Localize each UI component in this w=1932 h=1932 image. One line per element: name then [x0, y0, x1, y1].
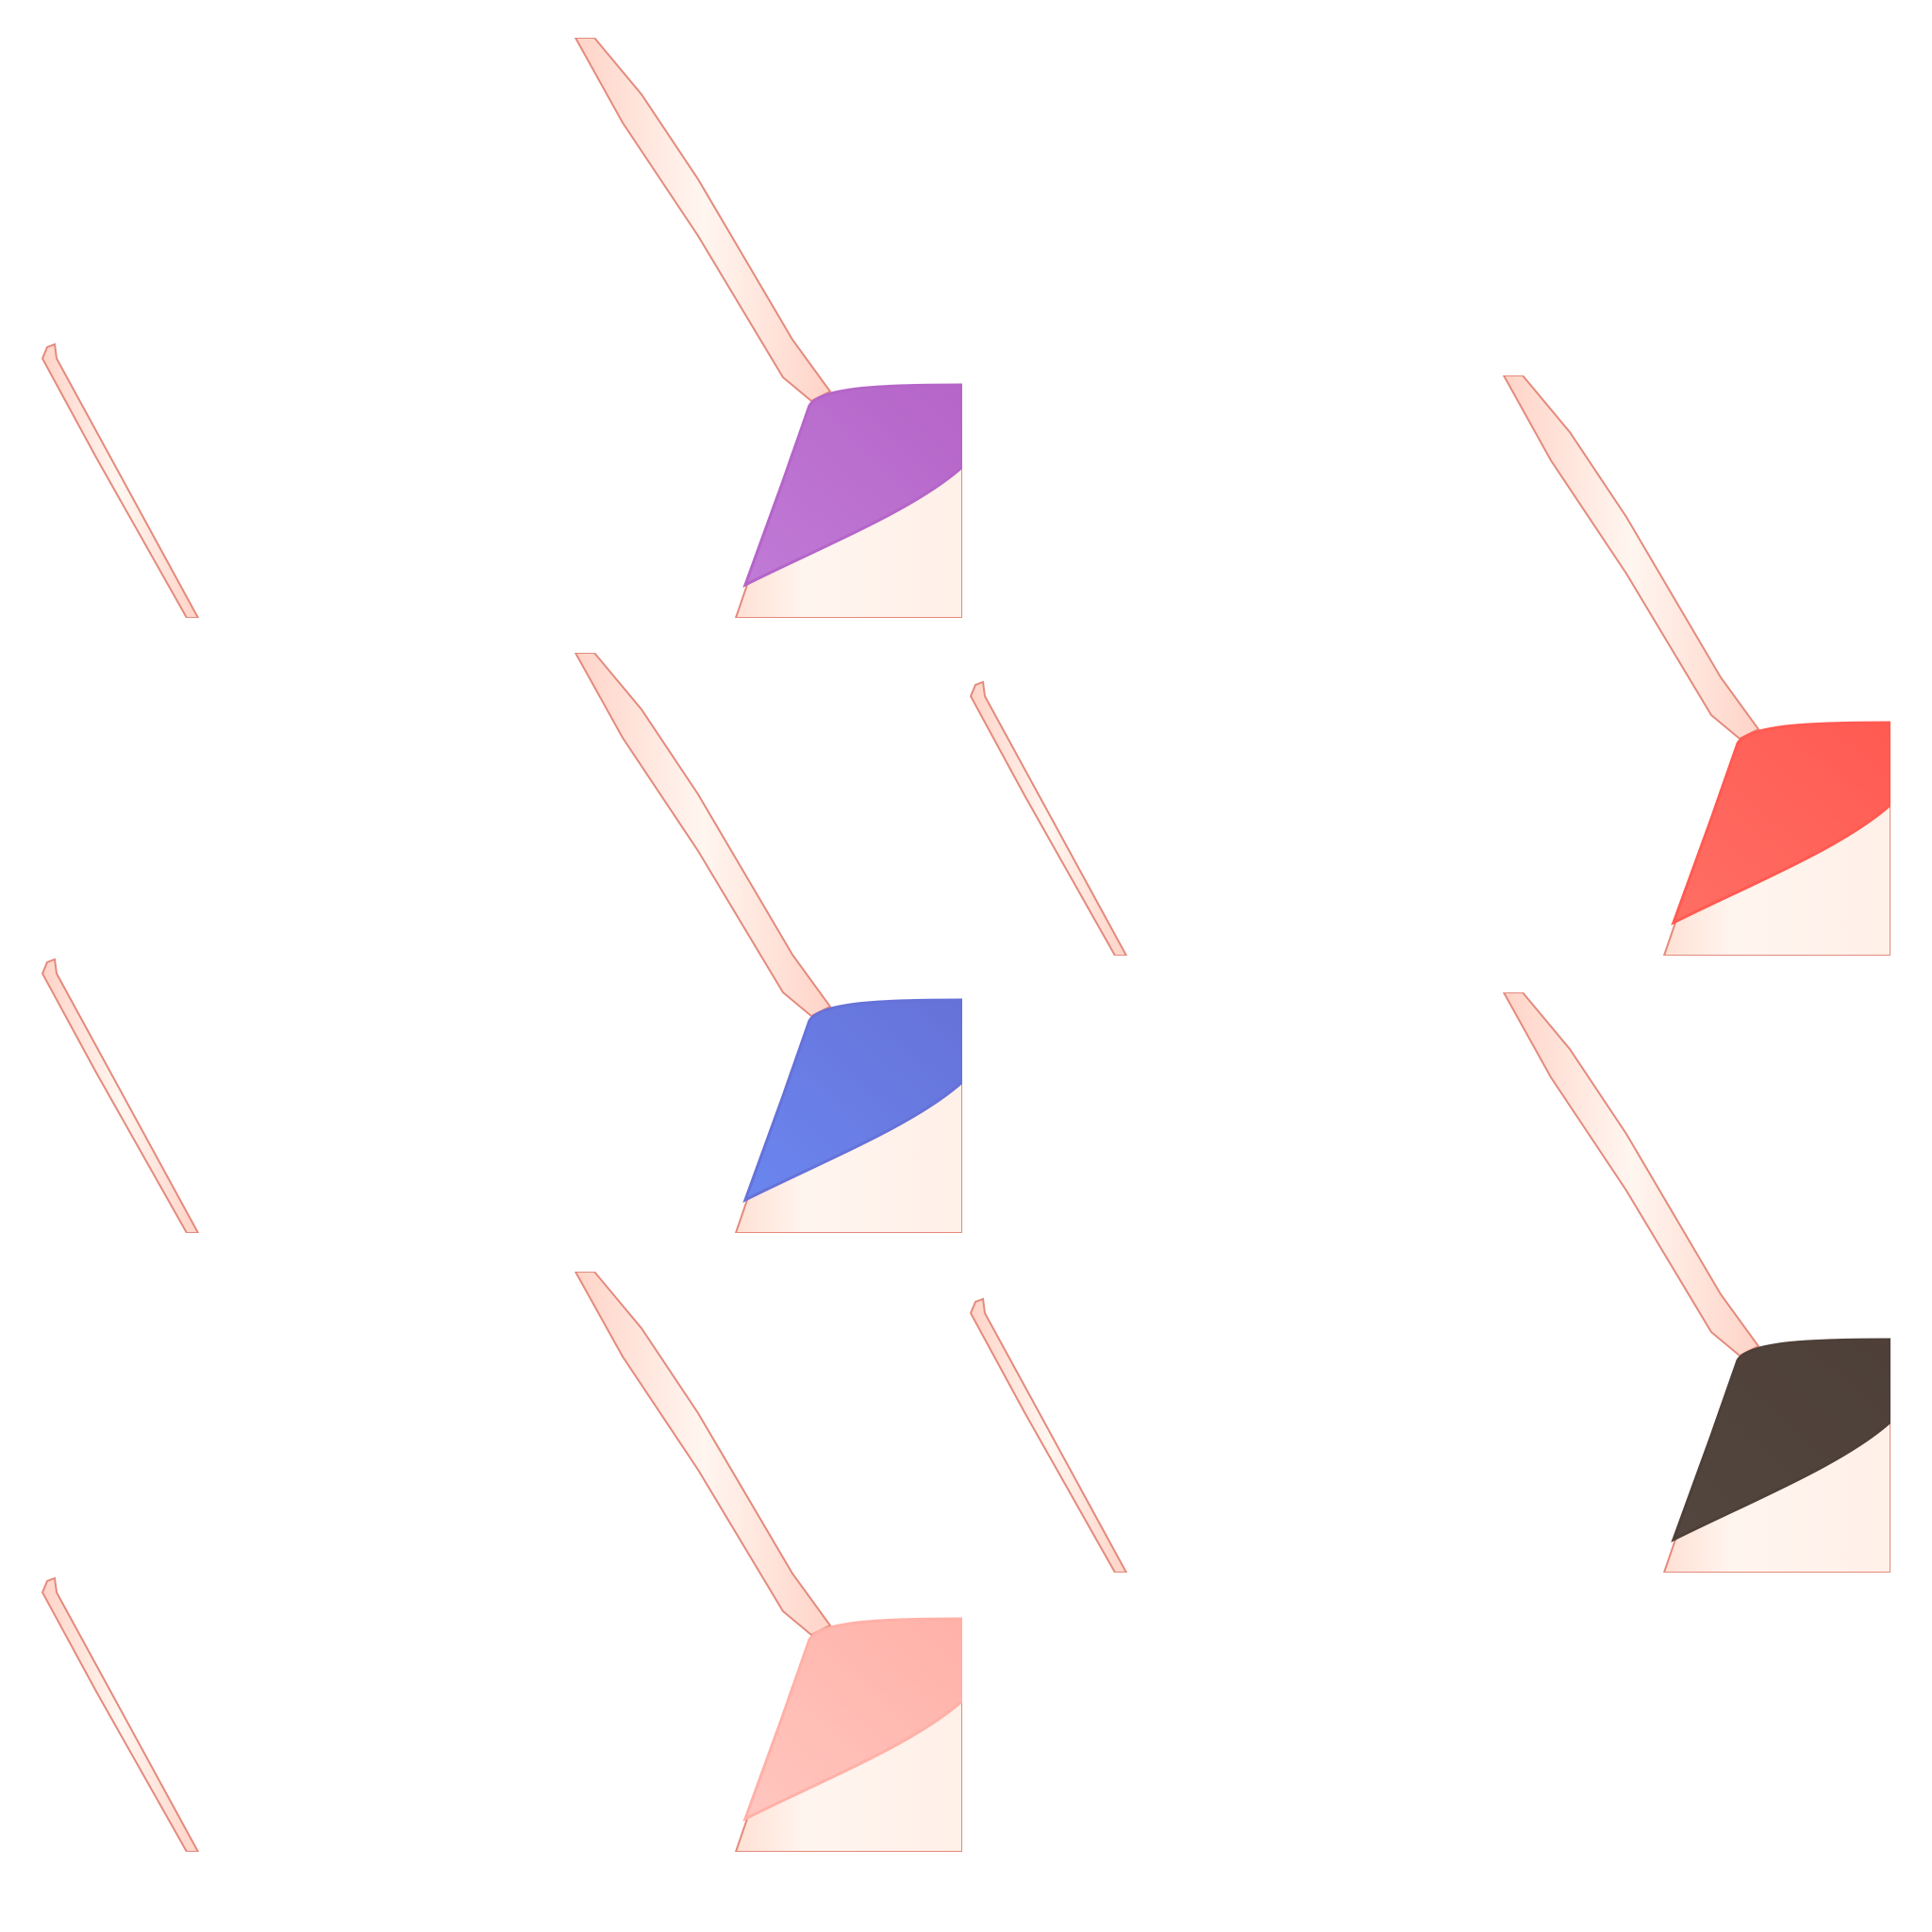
shoulder-strap [574, 1272, 832, 1637]
left-strap [969, 680, 1128, 956]
garment-panel [742, 1617, 962, 1823]
left-strap [41, 958, 200, 1233]
shoulder-strap [574, 653, 832, 1018]
shoulder-strap [574, 38, 832, 403]
strap-tile-pink [41, 1272, 962, 1852]
garment-panel [742, 998, 962, 1204]
strap-tile-dark-brown [969, 992, 1890, 1573]
shoulder-strap [1502, 375, 1760, 741]
left-strap [41, 342, 200, 618]
strap-tile-red [969, 375, 1890, 956]
strap-tile-purple [41, 38, 962, 618]
left-strap [969, 1297, 1128, 1573]
left-strap [41, 1576, 200, 1852]
shoulder-strap [1502, 992, 1760, 1357]
strap-tile-blue [41, 653, 962, 1233]
garment-panel [1671, 1338, 1890, 1543]
garment-panel [1671, 721, 1890, 926]
garment-panel [742, 383, 962, 589]
